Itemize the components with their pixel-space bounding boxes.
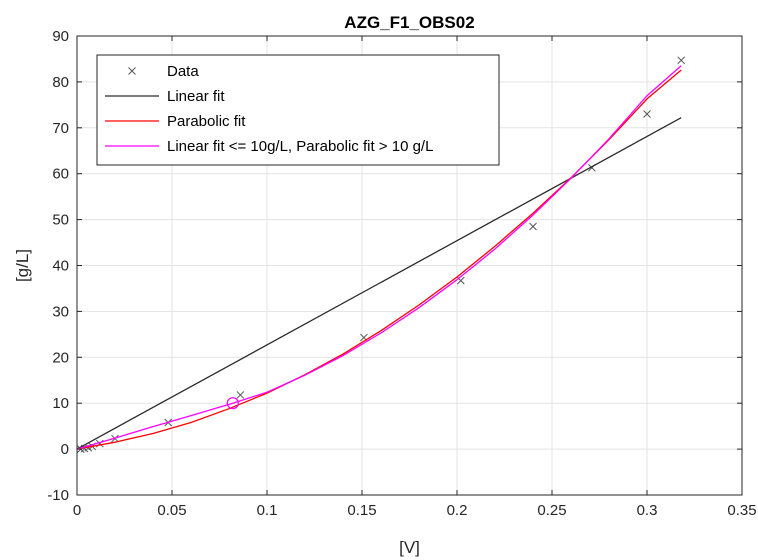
- y-tick-label: 50: [52, 212, 69, 229]
- series-line-1: [76, 117, 682, 450]
- legend-box: [96, 54, 500, 166]
- y-tick-label: 40: [52, 258, 69, 275]
- data-point-stroke: [643, 110, 651, 118]
- data-point-stroke: [529, 222, 537, 231]
- data-point: [643, 110, 651, 118]
- legend: Data Linear fit Parabolic fit Linear fit <=…: [96, 54, 500, 166]
- x-tick-label: 0.1: [257, 502, 278, 519]
- chart-title: AZG_F1_OBS02: [344, 13, 474, 32]
- x-tick-label: 0: [73, 502, 81, 519]
- x-tick-label: 0.05: [157, 502, 186, 519]
- legend-entry-label: Linear fit: [167, 88, 225, 105]
- series-line-3: [76, 65, 682, 450]
- x-tick-label: 0.2: [447, 502, 468, 519]
- y-tick-label: 30: [52, 303, 69, 320]
- data-point: [677, 56, 686, 65]
- data-point-stroke: [677, 56, 686, 65]
- y-tick-label: 90: [52, 28, 69, 45]
- x-tick-label: 0.3: [637, 502, 658, 519]
- y-axis-label: [g/L]: [13, 249, 32, 282]
- y-tick-label: 70: [52, 120, 69, 137]
- y-tick-label: 0: [61, 441, 69, 458]
- legend-entry-label: Data: [167, 63, 199, 80]
- data-point-stroke: [456, 276, 465, 285]
- x-tick-label: 0.15: [347, 502, 376, 519]
- plot-series: [76, 56, 686, 453]
- legend-entry-label: Parabolic fit: [167, 113, 246, 130]
- y-tick-label: 60: [52, 166, 69, 183]
- data-point-stroke: [236, 391, 245, 399]
- data-point: [236, 391, 245, 399]
- axis-ticks: 0 0.05 0.1 0.15 0.2 0.25 0.3 0.35-1001020304050…: [47, 28, 756, 519]
- y-tick-label: 20: [52, 349, 69, 366]
- y-tick-label: 80: [52, 74, 69, 91]
- x-axis-label: [V]: [399, 538, 420, 557]
- data-point-stroke: [360, 333, 368, 342]
- legend-entry-label: Linear fit <= 10g/L, Parabolic fit > 10 …: [167, 138, 433, 155]
- transition-marker: [226, 397, 239, 410]
- y-tick-label: 10: [52, 395, 69, 412]
- legend-marker-x: [128, 67, 136, 75]
- data-point: [529, 222, 537, 231]
- y-tick-label: -10: [47, 487, 69, 504]
- x-tick-label: 0.35: [727, 502, 756, 519]
- x-tick-label: 0.25: [537, 502, 566, 519]
